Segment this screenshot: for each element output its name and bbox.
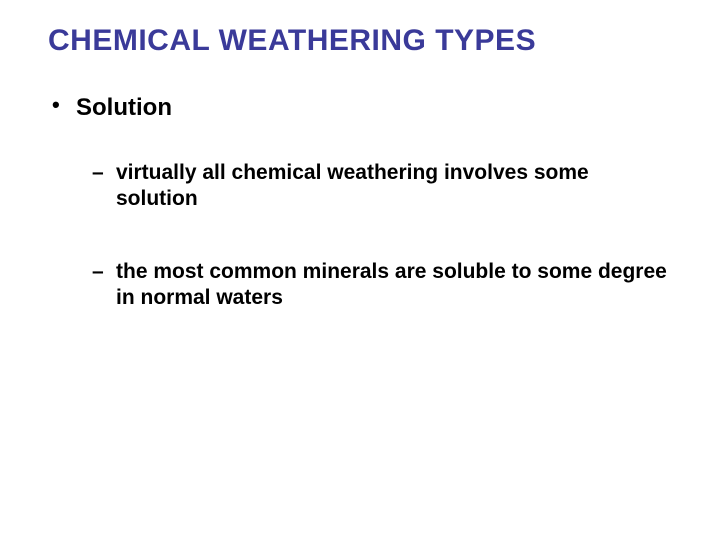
bullet-text: Solution xyxy=(76,94,172,121)
bullet-text: the most common minerals are soluble to … xyxy=(116,260,667,309)
slide-title: CHEMICAL WEATHERING TYPES xyxy=(48,24,672,58)
list-item: virtually all chemical weathering involv… xyxy=(92,160,672,213)
bullet-list-level1: Solution virtually all chemical weatheri… xyxy=(48,94,672,311)
bullet-list-level2: virtually all chemical weathering involv… xyxy=(76,160,672,311)
list-item: the most common minerals are soluble to … xyxy=(92,259,672,312)
list-item: Solution virtually all chemical weatheri… xyxy=(48,94,672,311)
bullet-text: virtually all chemical weathering involv… xyxy=(116,161,589,210)
